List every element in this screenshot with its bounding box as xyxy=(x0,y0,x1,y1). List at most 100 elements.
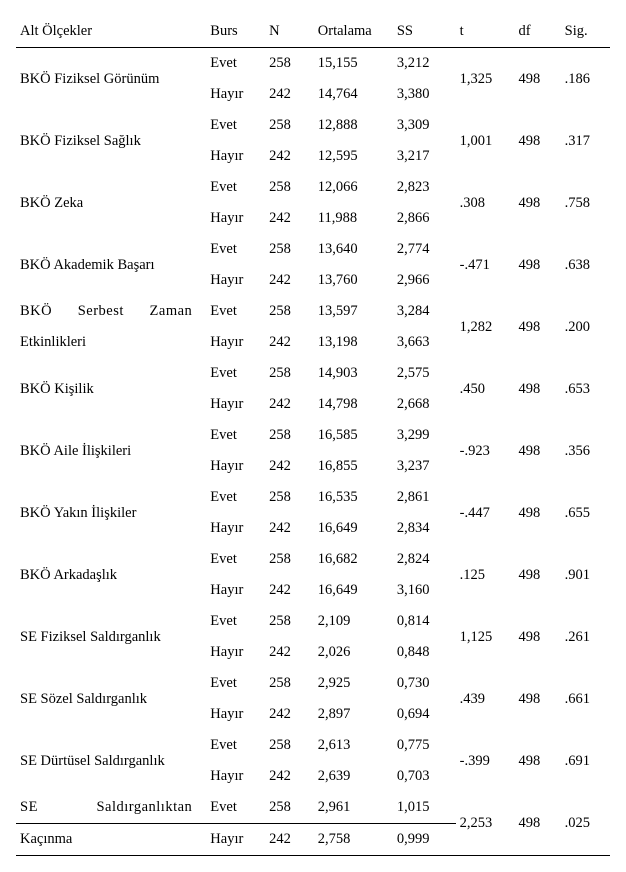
cell-ss: 0,814 xyxy=(393,606,456,637)
cell-ss: 0,730 xyxy=(393,668,456,699)
cell-df: 498 xyxy=(514,792,560,856)
scale-label-line2: Kaçınma xyxy=(16,824,206,856)
col-header-ss: SS xyxy=(393,16,456,48)
cell-n: 242 xyxy=(265,79,314,110)
cell-ort: 13,198 xyxy=(314,327,393,358)
cell-ss: 3,380 xyxy=(393,79,456,110)
cell-t: .450 xyxy=(456,358,515,420)
cell-ort: 16,649 xyxy=(314,513,393,544)
cell-n: 242 xyxy=(265,141,314,172)
cell-ort: 2,639 xyxy=(314,761,393,792)
cell-ss: 2,668 xyxy=(393,389,456,420)
cell-ss: 0,775 xyxy=(393,730,456,761)
scale-label: SE Fiziksel Saldırganlık xyxy=(16,606,206,668)
cell-ss: 0,848 xyxy=(393,637,456,668)
cell-df: 498 xyxy=(514,358,560,420)
table-row: BKÖ Akademik BaşarıEvet25813,6402,774-.4… xyxy=(16,234,610,265)
scale-label: SE Saldırganlıktan xyxy=(16,792,206,824)
cell-t: 1,125 xyxy=(456,606,515,668)
cell-ss: 1,015 xyxy=(393,792,456,824)
scale-label: BKÖ Kişilik xyxy=(16,358,206,420)
cell-df: 498 xyxy=(514,730,560,792)
cell-df: 498 xyxy=(514,48,560,111)
cell-t: 1,282 xyxy=(456,296,515,358)
cell-burs: Evet xyxy=(206,668,265,699)
table-row: BKÖ Serbest ZamanEvet25813,5973,2841,282… xyxy=(16,296,610,327)
cell-burs: Hayır xyxy=(206,327,265,358)
cell-n: 258 xyxy=(265,730,314,761)
cell-sig: .356 xyxy=(561,420,610,482)
table-row: BKÖ ZekaEvet25812,0662,823.308498.758 xyxy=(16,172,610,203)
cell-burs: Evet xyxy=(206,544,265,575)
table-row-group: SE Fiziksel SaldırganlıkEvet2582,1090,81… xyxy=(16,606,610,668)
cell-burs: Hayır xyxy=(206,451,265,482)
cell-n: 258 xyxy=(265,234,314,265)
cell-ort: 16,855 xyxy=(314,451,393,482)
cell-n: 258 xyxy=(265,48,314,80)
cell-burs: Hayır xyxy=(206,699,265,730)
scale-label: SE Sözel Saldırganlık xyxy=(16,668,206,730)
table-row: BKÖ Fiziksel SağlıkEvet25812,8883,3091,0… xyxy=(16,110,610,141)
cell-burs: Evet xyxy=(206,792,265,824)
cell-n: 242 xyxy=(265,761,314,792)
table-row-group: SE SaldırganlıktanEvet2582,9611,0152,253… xyxy=(16,792,610,856)
cell-ort: 2,925 xyxy=(314,668,393,699)
cell-n: 242 xyxy=(265,203,314,234)
cell-ss: 3,217 xyxy=(393,141,456,172)
cell-t: 1,001 xyxy=(456,110,515,172)
cell-t: .439 xyxy=(456,668,515,730)
scale-label: BKÖ Akademik Başarı xyxy=(16,234,206,296)
scale-label: BKÖ Yakın İlişkiler xyxy=(16,482,206,544)
cell-df: 498 xyxy=(514,234,560,296)
cell-ort: 2,613 xyxy=(314,730,393,761)
cell-df: 498 xyxy=(514,482,560,544)
table-row: SE Fiziksel SaldırganlıkEvet2582,1090,81… xyxy=(16,606,610,637)
cell-ort: 14,903 xyxy=(314,358,393,389)
cell-ss: 0,703 xyxy=(393,761,456,792)
cell-n: 258 xyxy=(265,482,314,513)
table-row-group: BKÖ Serbest ZamanEvet25813,5973,2841,282… xyxy=(16,296,610,358)
cell-ort: 16,535 xyxy=(314,482,393,513)
cell-n: 258 xyxy=(265,358,314,389)
cell-df: 498 xyxy=(514,296,560,358)
cell-ort: 2,026 xyxy=(314,637,393,668)
cell-ss: 3,299 xyxy=(393,420,456,451)
cell-df: 498 xyxy=(514,420,560,482)
col-header-scale: Alt Ölçekler xyxy=(16,16,206,48)
cell-ss: 0,999 xyxy=(393,824,456,856)
table-row: BKÖ KişilikEvet25814,9032,575.450498.653 xyxy=(16,358,610,389)
cell-burs: Hayır xyxy=(206,513,265,544)
cell-ss: 2,824 xyxy=(393,544,456,575)
table-row: BKÖ ArkadaşlıkEvet25816,6822,824.125498.… xyxy=(16,544,610,575)
table-row: SE SaldırganlıktanEvet2582,9611,0152,253… xyxy=(16,792,610,824)
cell-ort: 2,758 xyxy=(314,824,393,856)
table-row: BKÖ Yakın İlişkilerEvet25816,5352,861-.4… xyxy=(16,482,610,513)
cell-ort: 15,155 xyxy=(314,48,393,80)
cell-burs: Evet xyxy=(206,606,265,637)
cell-t: .308 xyxy=(456,172,515,234)
scale-label: BKÖ Zeka xyxy=(16,172,206,234)
cell-ss: 2,823 xyxy=(393,172,456,203)
cell-t: -.471 xyxy=(456,234,515,296)
cell-burs: Evet xyxy=(206,234,265,265)
cell-n: 258 xyxy=(265,110,314,141)
cell-ort: 16,682 xyxy=(314,544,393,575)
cell-sig: .661 xyxy=(561,668,610,730)
cell-ort: 2,109 xyxy=(314,606,393,637)
cell-n: 258 xyxy=(265,296,314,327)
cell-ss: 3,160 xyxy=(393,575,456,606)
cell-ss: 2,774 xyxy=(393,234,456,265)
cell-sig: .758 xyxy=(561,172,610,234)
table-row-group: BKÖ ZekaEvet25812,0662,823.308498.758Hay… xyxy=(16,172,610,234)
table-row-group: BKÖ Fiziksel GörünümEvet25815,1553,2121,… xyxy=(16,48,610,111)
cell-t: 2,253 xyxy=(456,792,515,856)
cell-burs: Evet xyxy=(206,110,265,141)
cell-ort: 13,640 xyxy=(314,234,393,265)
table-row: SE Dürtüsel SaldırganlıkEvet2582,6130,77… xyxy=(16,730,610,761)
table-row-group: SE Dürtüsel SaldırganlıkEvet2582,6130,77… xyxy=(16,730,610,792)
table-row: SE Sözel SaldırganlıkEvet2582,9250,730.4… xyxy=(16,668,610,699)
cell-n: 258 xyxy=(265,668,314,699)
col-header-df: df xyxy=(514,16,560,48)
scale-label: BKÖ Aile İlişkileri xyxy=(16,420,206,482)
cell-burs: Hayır xyxy=(206,265,265,296)
